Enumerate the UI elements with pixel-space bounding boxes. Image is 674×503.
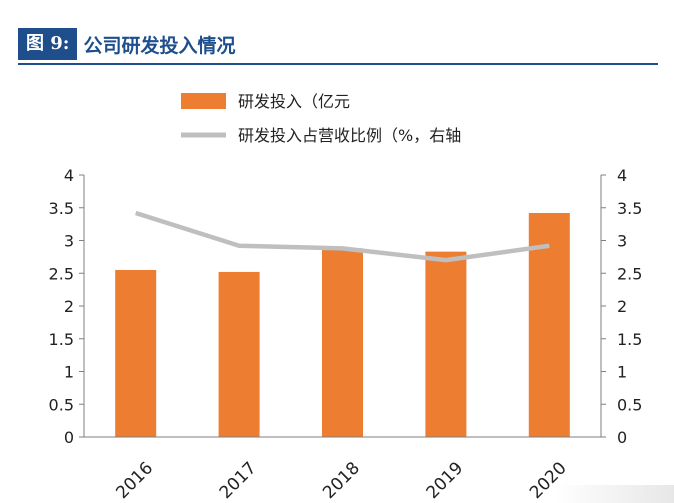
bar — [425, 251, 467, 437]
legend-label-bar: 研发投入（亿元 — [238, 92, 350, 111]
y-tick-label-right: 3 — [617, 232, 627, 251]
x-tick-label: 2019 — [423, 458, 468, 503]
y-tick-label-right: 1 — [617, 363, 627, 382]
figure-number: 图 9: — [18, 28, 78, 60]
legend: 研发投入（亿元 研发投入占营收比例（%，右轴 — [181, 92, 461, 145]
y-tick-label-left: 2.5 — [49, 264, 74, 283]
y-tick-label-right: 1.5 — [617, 330, 642, 349]
y-tick-label-right: 0 — [617, 428, 627, 447]
legend-swatch-bar — [181, 93, 226, 109]
x-tick-label: 2018 — [319, 458, 364, 503]
plot-area: 0 0.5 1 1.5 2 2.5 3 3.5 4 0 0.5 1 1.5 2 2.5 3 3.5 4 2016 20… — [49, 166, 643, 503]
y-tick-label-left: 0.5 — [49, 395, 74, 414]
y-tick-label-left: 1.5 — [49, 330, 74, 349]
y-tick-label-right: 4 — [617, 166, 627, 185]
y-tick-label-right: 2.5 — [617, 264, 642, 283]
bar — [218, 271, 260, 437]
x-tick-label: 2016 — [112, 458, 157, 503]
bar — [528, 212, 570, 437]
chart-title: 公司研发投入情况 — [83, 34, 236, 57]
legend-label-line: 研发投入占营收比例（%，右轴 — [238, 126, 461, 145]
y-tick-label-left: 2 — [64, 297, 74, 316]
x-tick-label: 2017 — [216, 458, 261, 503]
watermark-blur — [554, 485, 674, 503]
bar — [115, 269, 157, 437]
bar — [322, 248, 363, 437]
figure-header: 图 9: 公司研发投入情况 — [18, 28, 235, 60]
y-tick-label-left: 1 — [64, 363, 74, 382]
y-tick-label-right: 3.5 — [617, 199, 642, 218]
y-tick-label-left: 3.5 — [49, 199, 74, 218]
title-divider — [18, 63, 658, 65]
y-tick-label-right: 2 — [617, 297, 627, 316]
y-tick-label-left: 4 — [64, 166, 74, 185]
y-tick-label-right: 0.5 — [617, 395, 642, 414]
y-tick-label-left: 3 — [64, 232, 74, 251]
y-tick-label-left: 0 — [64, 428, 74, 447]
